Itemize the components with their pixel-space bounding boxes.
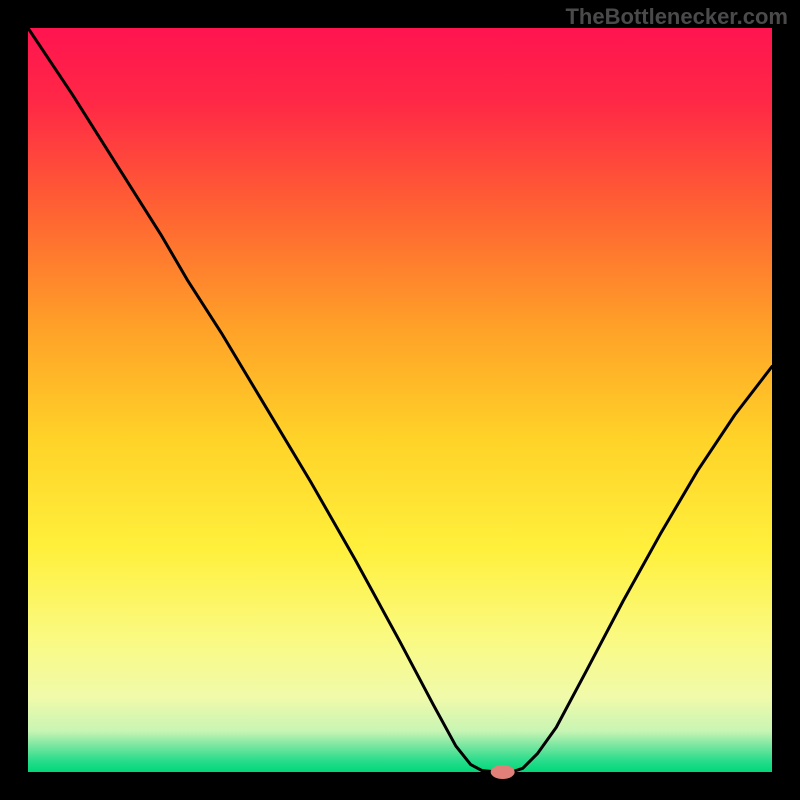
bottleneck-chart (0, 0, 800, 800)
chart-container: TheBottlenecker.com (0, 0, 800, 800)
watermark-text: TheBottlenecker.com (565, 4, 788, 30)
optimal-marker (491, 765, 515, 779)
gradient-background (28, 28, 772, 772)
